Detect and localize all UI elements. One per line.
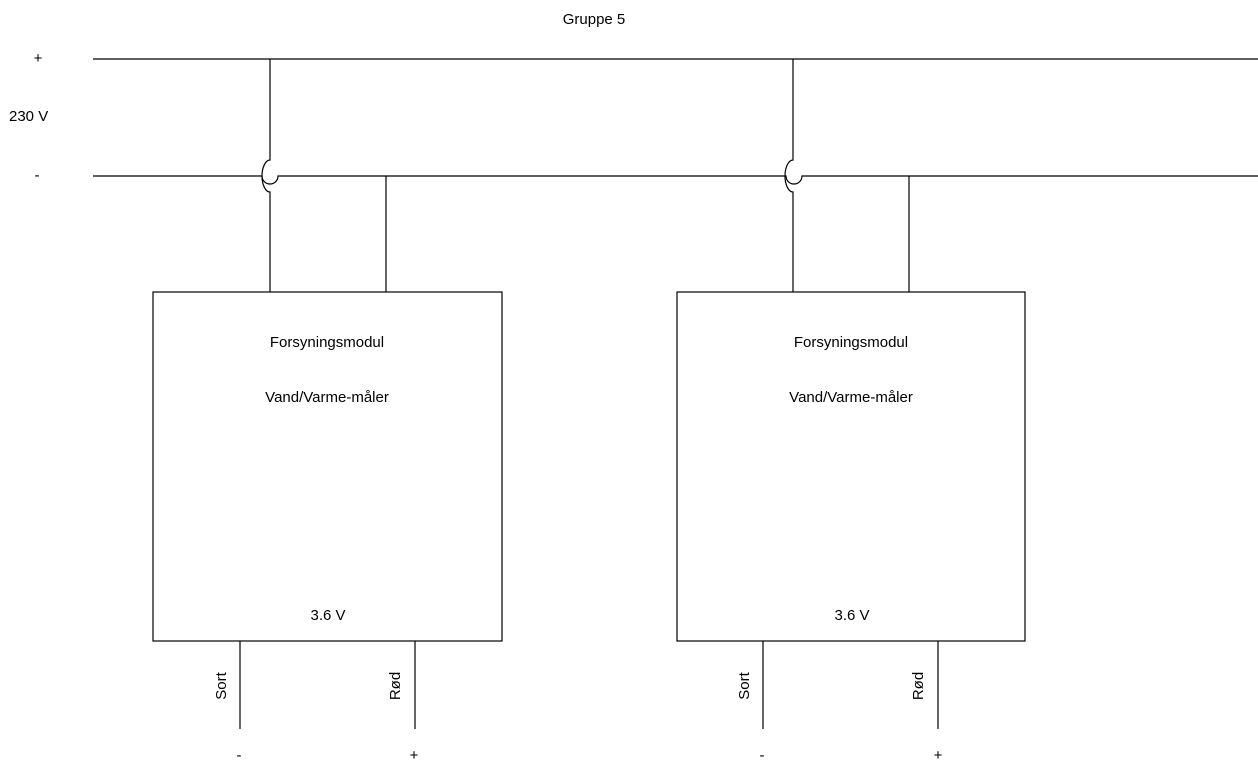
module-2-box [676,291,1026,642]
module-2-name: Forsyningsmodul [793,334,909,351]
module-1-output-voltage: 3.6 V [310,607,346,624]
module-2-terminal-minus: - [759,747,765,764]
module-1-plus-wire [261,59,271,292]
module-1-subtitle: Vand/Varme-måler [265,389,389,406]
module-1-black-wire-label: Sort [213,672,230,700]
module-2-subtitle: Vand/Varme-måler [789,389,913,406]
minus-rail [93,175,1258,185]
supply-voltage-label: 230 V [9,108,49,125]
supply-plus-label: + [33,50,43,67]
supply-minus-label: - [34,167,40,184]
module-1-terminal-minus: - [236,747,242,764]
module-2-plus-wire [784,59,794,292]
diagram-title: Gruppe 5 [562,11,626,28]
module-2-terminal-plus: + [933,747,943,764]
module-1-box [152,291,503,642]
module-1-red-wire-label: Rød [387,671,404,701]
module-1-name: Forsyningsmodul [269,334,385,351]
module-2-output-voltage: 3.6 V [834,607,870,624]
module-2-black-wire-label: Sort [736,672,753,700]
module-2-red-wire-label: Rød [910,671,927,701]
module-1-terminal-plus: + [409,747,419,764]
